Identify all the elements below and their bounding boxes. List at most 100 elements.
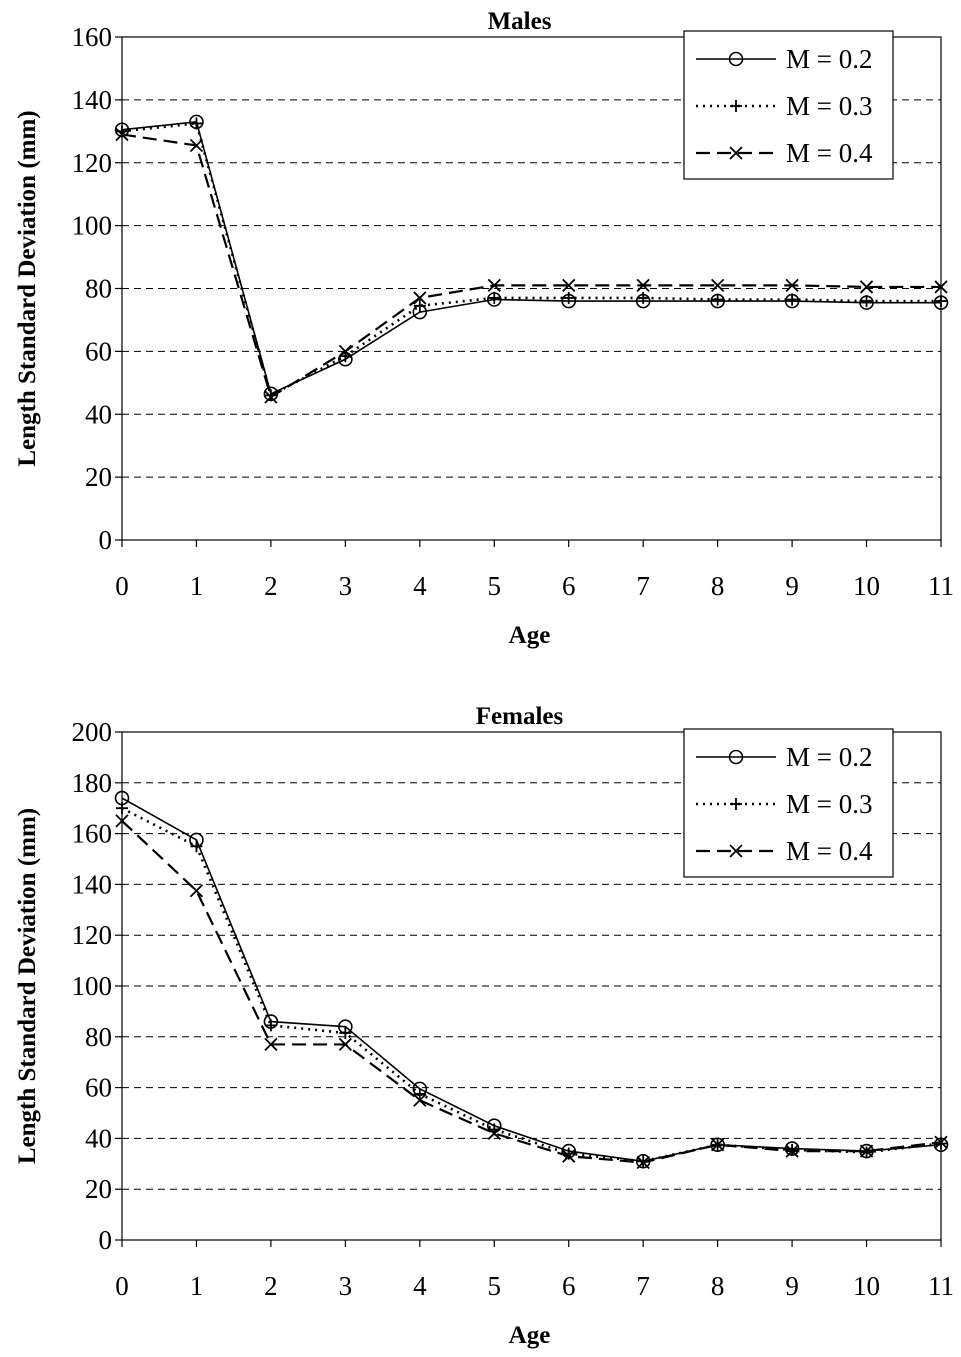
x-tick-label: 7: [636, 1271, 650, 1301]
x-axis-label: Age: [509, 1322, 551, 1349]
data-point: [562, 1149, 576, 1163]
data-point: [786, 293, 799, 306]
x-tick-label: 6: [562, 1271, 576, 1301]
y-tick-label: 140: [72, 85, 113, 115]
data-point: [338, 1037, 353, 1052]
data-point: [116, 802, 128, 815]
x-tick-label: 3: [339, 571, 353, 601]
x-tick-label: 4: [413, 571, 427, 601]
x-tick-label: 8: [711, 571, 725, 601]
legend-marker: [730, 798, 742, 810]
y-tick-label: 60: [85, 336, 112, 366]
series-dashed: [115, 127, 948, 404]
series-dashed: [115, 814, 948, 1170]
data-point: [710, 1138, 725, 1152]
x-tick-label: 1: [190, 571, 204, 601]
y-tick-label: 40: [85, 1123, 112, 1153]
x-tick-label: 0: [115, 1271, 129, 1301]
legend-label: M = 0.4: [786, 836, 873, 866]
data-point: [413, 299, 426, 312]
legend-label: M = 0.3: [786, 789, 872, 819]
data-point: [859, 280, 874, 294]
y-tick-label: 120: [72, 148, 113, 178]
females-chart-title: Females: [476, 703, 564, 730]
females-chart: 0 20 40 60 80 100 120 140 160 180 200 0 1 2 3 4 5 6 7 8 9 10 1…: [14, 703, 954, 1349]
data-point: [488, 291, 501, 304]
x-tick-label: 4: [413, 1271, 427, 1301]
data-point: [934, 280, 948, 294]
y-tick-label: 80: [85, 1022, 112, 1052]
y-tick-label: 20: [85, 1174, 112, 1204]
males-legend: M = 0.2 M = 0.3 M = 0.4: [683, 30, 894, 180]
y-tick-label: 200: [72, 717, 113, 747]
data-point: [934, 1135, 948, 1149]
legend-marker: [728, 51, 744, 67]
data-point: [189, 884, 204, 898]
y-axis-label: Length Standard Deviation (mm): [14, 110, 41, 466]
data-point: [711, 293, 724, 306]
x-tick-label: 9: [785, 571, 799, 601]
x-tick-label: 5: [488, 1271, 502, 1301]
legend-label: M = 0.4: [786, 138, 873, 168]
data-point: [338, 344, 353, 359]
y-tick-label: 160: [72, 22, 113, 52]
x-tick-label: 7: [636, 571, 650, 601]
data-point: [190, 840, 203, 853]
x-tick-label: 6: [562, 571, 576, 601]
y-tick-label: 60: [85, 1073, 112, 1103]
legend-marker: [729, 844, 743, 858]
data-point: [264, 1037, 278, 1052]
y-tick-label: 100: [72, 211, 113, 241]
x-tick-label: 10: [853, 1271, 880, 1301]
data-point: [264, 1019, 277, 1032]
x-tick-label: 8: [711, 1271, 725, 1301]
data-point: [636, 278, 650, 292]
x-axis-label: Age: [509, 622, 551, 649]
data-point: [413, 291, 427, 305]
data-point: [859, 1144, 874, 1158]
data-point: [189, 138, 204, 153]
data-point: [115, 814, 129, 828]
series-line: [121, 820, 942, 1164]
y-axis-label: Length Standard Deviation (mm): [14, 808, 41, 1164]
data-point: [637, 291, 650, 304]
data-point: [785, 1144, 799, 1158]
x-tick-label: 11: [928, 571, 954, 601]
legend-marker: [728, 749, 744, 765]
y-tick-label: 120: [72, 920, 113, 950]
x-tick-label: 0: [115, 571, 129, 601]
y-tick-label: 100: [72, 971, 113, 1001]
data-point: [935, 295, 947, 308]
x-tick-label: 9: [785, 1271, 799, 1301]
legend-marker: [729, 146, 743, 160]
legend-label: M = 0.3: [786, 91, 872, 121]
y-tick-label: 20: [85, 462, 112, 492]
y-tick-label: 0: [99, 1225, 113, 1255]
females-legend: M = 0.2 M = 0.3 M = 0.4: [683, 728, 894, 878]
series-line: [121, 807, 942, 1163]
data-point: [487, 278, 501, 292]
y-tick-label: 40: [85, 399, 112, 429]
x-tick-label: 2: [264, 1271, 278, 1301]
y-tick-label: 0: [99, 525, 113, 555]
legend-label: M = 0.2: [786, 742, 872, 772]
data-point: [636, 1155, 650, 1170]
x-tick-label: 10: [853, 571, 880, 601]
x-tick-label: 3: [339, 1271, 353, 1301]
data-point: [339, 1026, 352, 1039]
legend-label: M = 0.2: [786, 44, 872, 74]
y-tick-label: 80: [85, 274, 112, 304]
series-line: [121, 122, 941, 398]
data-point: [562, 278, 576, 292]
x-tick-label: 2: [264, 571, 278, 601]
data-point: [487, 1126, 501, 1140]
y-tick-label: 160: [72, 819, 113, 849]
data-point: [413, 1087, 426, 1100]
data-point: [115, 127, 129, 142]
data-point: [710, 278, 725, 292]
data-point: [562, 1147, 575, 1160]
x-tick-label: 11: [928, 1271, 954, 1301]
legend-marker: [730, 100, 742, 112]
